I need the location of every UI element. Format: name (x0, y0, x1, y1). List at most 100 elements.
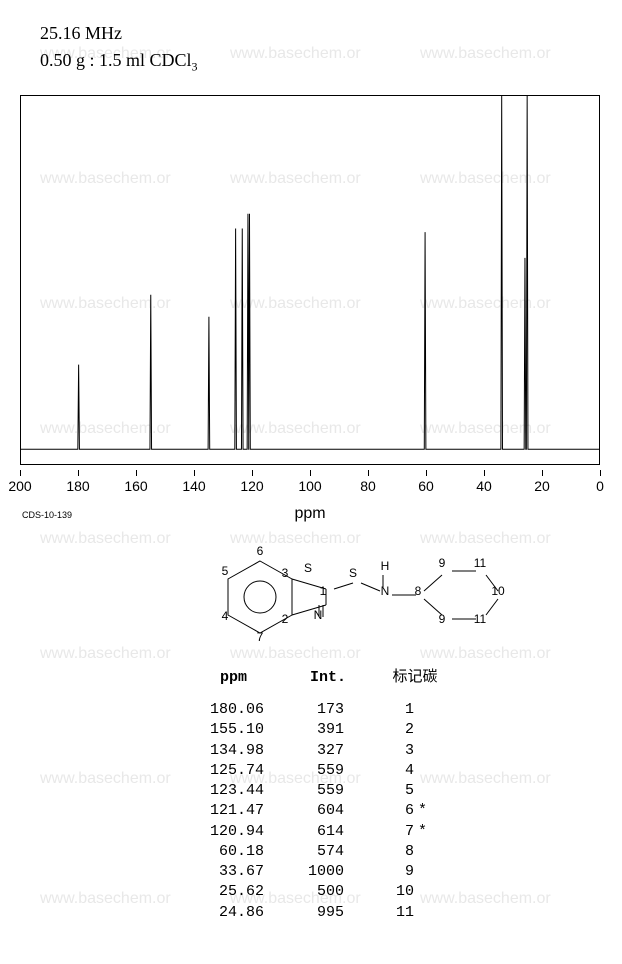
table-body: 180.061731155.103912134.983273125.745594… (0, 700, 622, 923)
td-int: 173 (274, 700, 344, 720)
atom-label: 9 (439, 556, 446, 570)
td-mark: 7 (364, 822, 414, 842)
atom-label: 9 (439, 612, 446, 626)
table-row: 134.983273 (0, 741, 622, 761)
table-row: 25.62 500 10 (0, 882, 622, 902)
atom-label: 10 (491, 584, 505, 598)
tick (600, 470, 601, 476)
td-mark: 1 (364, 700, 414, 720)
table-row: 24.86 995 11 (0, 903, 622, 923)
header-block: 25.16 MHz 0.50 g : 1.5 ml CDCl3 (40, 20, 198, 76)
td-mark: 9 (364, 862, 414, 882)
molecule-structure: 654732S1NSHN899111110 (120, 545, 520, 655)
atom-label: 8 (415, 584, 422, 598)
td-int: 559 (274, 781, 344, 801)
td-mark: 8 (364, 842, 414, 862)
table-row: 33.67 1000 9 (0, 862, 622, 882)
td-ppm: 25.62 (184, 882, 264, 902)
solvent-sub: 3 (192, 60, 198, 74)
atom-label: 11 (474, 612, 487, 626)
tick-label: 0 (596, 478, 604, 494)
tick-label: 40 (476, 478, 492, 494)
watermark-text: www.basechem.or (230, 45, 361, 63)
aromatic-ring-icon (244, 581, 276, 613)
table-row: 155.10 391 2 (0, 720, 622, 740)
td-mark: 3 (364, 741, 414, 761)
td-ppm: 125.74 (184, 761, 264, 781)
tick (368, 470, 369, 476)
spectrum-svg (21, 96, 599, 464)
atom-label: S (304, 561, 312, 575)
td-int: 391 (274, 720, 344, 740)
td-ppm: 123.44 (184, 781, 264, 801)
td-int: 995 (274, 903, 344, 923)
th-ppm: ppm (167, 669, 247, 686)
atom-label: 11 (474, 556, 487, 570)
table-row: 60.185748 (0, 842, 622, 862)
td-star: * (418, 801, 438, 821)
nmr-spectrum-chart (20, 95, 600, 465)
watermark-text: www.basechem.or (420, 45, 551, 63)
th-int: Int. (266, 669, 346, 686)
tick-label: 20 (534, 478, 550, 494)
td-ppm: 121.47 (184, 801, 264, 821)
tick-label: 180 (66, 478, 89, 494)
x-axis: 200180160140120100806040200 (20, 470, 600, 500)
td-int: 604 (274, 801, 344, 821)
tick (252, 470, 253, 476)
atom-label: S (349, 566, 357, 580)
td-ppm: 33.67 (184, 862, 264, 882)
atom-label: 2 (282, 612, 289, 626)
td-ppm: 24.86 (184, 903, 264, 923)
tick (194, 470, 195, 476)
table-header-row: ppm Int. 标记碳 (0, 665, 622, 686)
td-int: 574 (274, 842, 344, 862)
th-mark: 标记碳 (375, 665, 455, 686)
td-mark: 4 (364, 761, 414, 781)
axis-title: ppm (0, 505, 620, 523)
atom-label: 6 (257, 545, 264, 558)
tick-label: 80 (360, 478, 376, 494)
tick-label: 160 (124, 478, 147, 494)
td-star: * (418, 822, 438, 842)
tick-label: 60 (418, 478, 434, 494)
td-mark: 5 (364, 781, 414, 801)
bond (361, 583, 380, 591)
atom-label: 1 (320, 584, 327, 598)
td-int: 1000 (274, 862, 344, 882)
solvent-text: 0.50 g : 1.5 ml CDCl (40, 50, 192, 70)
tick (20, 470, 21, 476)
bond (486, 599, 498, 615)
tick (484, 470, 485, 476)
tick-label: 100 (298, 478, 321, 494)
atom-label: 4 (222, 609, 229, 623)
td-mark: 11 (364, 903, 414, 923)
table-row: 121.47 604 6* (0, 801, 622, 821)
table-row: 125.745594 (0, 761, 622, 781)
atom-label: N (314, 608, 323, 622)
atom-label: 3 (282, 566, 289, 580)
solvent-line: 0.50 g : 1.5 ml CDCl3 (40, 47, 198, 76)
td-int: 327 (274, 741, 344, 761)
td-mark: 2 (364, 720, 414, 740)
molecule-svg: 654732S1NSHN899111110 (120, 545, 520, 655)
td-mark: 10 (364, 882, 414, 902)
tick-label: 120 (240, 478, 263, 494)
peak-table: ppm Int. 标记碳 180.061731155.103912134.983… (0, 665, 622, 923)
td-ppm: 155.10 (184, 720, 264, 740)
td-int: 500 (274, 882, 344, 902)
tick (136, 470, 137, 476)
atom-label: 7 (257, 630, 264, 644)
table-row: 120.946147* (0, 822, 622, 842)
tick (542, 470, 543, 476)
table-row: 123.44 559 5 (0, 781, 622, 801)
freq-line: 25.16 MHz (40, 20, 198, 47)
tick-label: 200 (8, 478, 31, 494)
bond (424, 575, 442, 591)
table-row: 180.06 173 1 (0, 700, 622, 720)
td-mark: 6 (364, 801, 414, 821)
atom-label: N (381, 584, 390, 598)
bond (334, 583, 353, 589)
cds-label: CDS-10-139 (22, 510, 72, 520)
td-ppm: 180.06 (184, 700, 264, 720)
